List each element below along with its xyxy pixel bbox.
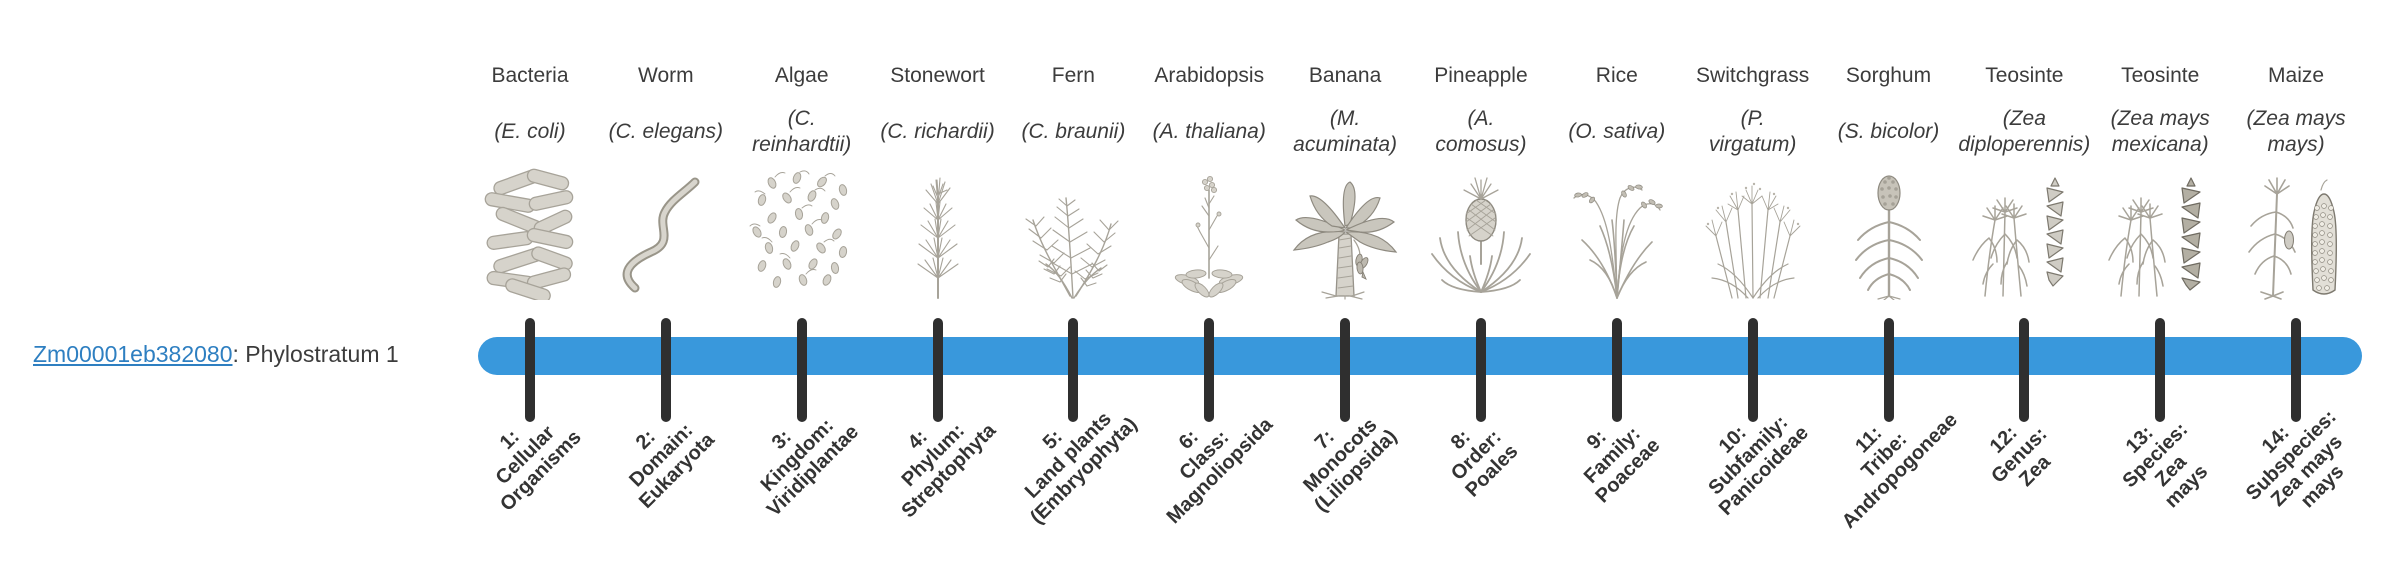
timeline-tick-mark [2019, 318, 2030, 422]
organism-species-name: (P. virgatum) [1708, 107, 1797, 156]
organism-column: Algae (C. reinhardtii) 3: Kingdom: Viridi… [727, 0, 877, 580]
organism-common-name: Arabidopsis [1154, 64, 1265, 87]
algae-icon [749, 170, 847, 288]
banana-icon [1292, 181, 1398, 300]
gene-label: Zm00001eb382080: Phylostratum 1 [33, 341, 399, 368]
organism-illustration [1552, 168, 1682, 300]
stonewort-icon [916, 177, 959, 299]
organism-column: Switchgrass (P. virgatum) 10: Subfamily: … [1678, 0, 1828, 580]
organism-column: Maize (Zea mays mays) 14: Subspecies: Zea… [2221, 0, 2371, 580]
organism-species-name: (C. braunii) [1021, 120, 1126, 143]
organism-illustration [1280, 168, 1410, 300]
timeline-tick-mark [1883, 318, 1894, 422]
organism-column: Stonewort (C. richardii) 4: Phylum: Strep… [863, 0, 1013, 580]
timeline-tick-mark [1340, 318, 1351, 422]
organism-column: Teosinte (Zea diploperennis) 12: Genus: Z… [1949, 0, 2099, 580]
phylostratum-label: 14: Subspecies: Zea mays mays [2241, 405, 2349, 513]
organism-common-name: Maize [2268, 64, 2325, 87]
timeline-tick-mark [2155, 318, 2166, 422]
organism-species-name: (Zea mays mexicana) [2110, 107, 2210, 156]
organism-common-name: Algae [774, 64, 829, 87]
worm-icon [622, 177, 700, 293]
organism-illustration [1144, 168, 1274, 300]
organism-column: Bacteria (E. coli) 1: Cellular Organisms [455, 0, 605, 580]
phylostratum-bar [478, 337, 2362, 375]
organism-common-name: Teosinte [1985, 64, 2064, 87]
organism-column: Fern (C. braunii) 5: Land plants (Embryop… [998, 0, 1148, 580]
organism-species-name: (C. richardii) [880, 120, 995, 143]
organism-species-name: (S. bicolor) [1837, 120, 1940, 143]
timeline-tick-mark [932, 318, 943, 422]
arabidopsis-icon [1175, 175, 1244, 298]
timeline-tick-mark [1747, 318, 1758, 422]
organism-common-name: Fern [1051, 64, 1095, 87]
pineapple-icon [1431, 177, 1531, 293]
organism-common-name: Bacteria [491, 64, 569, 87]
organism-common-name: Banana [1308, 64, 1382, 87]
organism-illustration [873, 168, 1003, 300]
organism-illustration [1416, 168, 1546, 300]
organism-common-name: Stonewort [890, 64, 985, 87]
organism-common-name: Worm [638, 64, 694, 87]
organism-column: Teosinte (Zea mays mexicana) 13: Species:… [2085, 0, 2235, 580]
maize-icon [2248, 177, 2338, 300]
timeline-tick-mark [1611, 318, 1622, 422]
organism-illustration [465, 168, 595, 300]
organism-species-name: (M. acuminata) [1293, 107, 1398, 156]
organism-species-name: (A. thaliana) [1152, 120, 1266, 143]
timeline-tick-mark [1068, 318, 1079, 422]
rice-icon [1573, 184, 1663, 299]
organism-column: Banana (M. acuminata) 7: Monocots (Liliop… [1270, 0, 1420, 580]
gene-link[interactable]: Zm00001eb382080 [33, 341, 233, 367]
organism-illustration [1688, 168, 1818, 300]
fern-icon [1025, 197, 1119, 299]
organism-species-name: (C. elegans) [608, 120, 724, 143]
organism-illustration [1959, 168, 2089, 300]
organism-column: Worm (C. elegans) 2: Domain: Eukaryota [591, 0, 741, 580]
organism-species-name: (Zea diploperennis) [1958, 107, 2091, 156]
bacteria-icon [484, 168, 574, 300]
organism-illustration [601, 168, 731, 300]
organism-species-name: (Zea mays mays) [2246, 107, 2346, 156]
organism-species-name: (E. coli) [494, 120, 566, 143]
organism-illustration [2095, 168, 2225, 300]
organism-column: Rice (O. sativa) 9: Family: Poaceae [1542, 0, 1692, 580]
organism-common-name: Pineapple [1434, 64, 1528, 87]
organism-column: Arabidopsis (A. thaliana) 6: Class: Magno… [1134, 0, 1284, 580]
switchgrass-icon [1705, 182, 1801, 299]
timeline-tick-mark [2291, 318, 2302, 422]
timeline-tick-mark [660, 318, 671, 422]
organism-species-name: (A. comosus) [1435, 107, 1527, 156]
sorghum-icon [1854, 175, 1923, 300]
timeline-tick-mark [1204, 318, 1215, 422]
organism-common-name: Teosinte [2121, 64, 2200, 87]
phylostratum-text: : Phylostratum 1 [232, 341, 399, 367]
organism-common-name: Sorghum [1845, 64, 1932, 87]
teosinte-mex-icon [2108, 177, 2201, 297]
organism-column: Sorghum (S. bicolor) 11: Tribe: Andropogo… [1814, 0, 1964, 580]
organism-illustration [737, 168, 867, 300]
organism-common-name: Switchgrass [1696, 64, 1810, 87]
organism-species-name: (C. reinhardtii) [752, 107, 852, 156]
timeline-tick-mark [1475, 318, 1486, 422]
organism-species-name: (O. sativa) [1568, 120, 1666, 143]
organism-column: Pineapple (A. comosus) 8: Order: Poales [1406, 0, 1556, 580]
organism-illustration [2231, 168, 2361, 300]
teosinte-diplo-icon [1972, 177, 2064, 297]
organism-illustration [1824, 168, 1954, 300]
timeline-tick-mark [525, 318, 535, 422]
organism-common-name: Rice [1595, 64, 1638, 87]
organism-illustration [1008, 168, 1138, 300]
timeline-tick-mark [796, 318, 807, 422]
